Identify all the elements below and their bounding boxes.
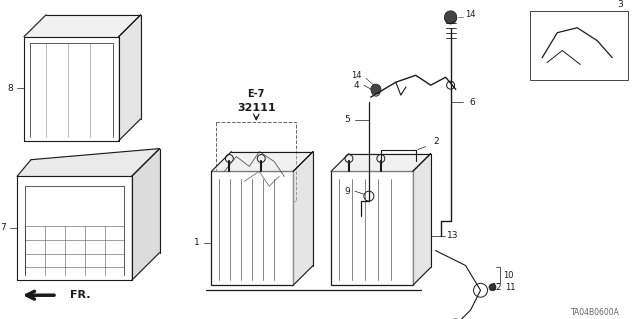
- Polygon shape: [132, 149, 159, 280]
- Text: 11: 11: [505, 283, 516, 292]
- Polygon shape: [24, 15, 141, 37]
- Text: 6: 6: [470, 98, 476, 107]
- Circle shape: [371, 84, 381, 94]
- Text: 14: 14: [465, 10, 476, 19]
- Text: 9: 9: [344, 187, 350, 196]
- Bar: [211, 171, 293, 285]
- Polygon shape: [331, 153, 431, 171]
- Text: 2: 2: [433, 137, 438, 146]
- Text: FR.: FR.: [70, 290, 90, 300]
- Text: 14: 14: [351, 71, 361, 80]
- Text: TA04B0600A: TA04B0600A: [571, 308, 620, 316]
- Circle shape: [445, 12, 456, 24]
- Bar: [531, 11, 628, 80]
- Text: 7: 7: [0, 223, 6, 232]
- Text: 5: 5: [344, 115, 350, 124]
- Text: 32111: 32111: [237, 103, 276, 113]
- Polygon shape: [293, 152, 313, 285]
- Text: 13: 13: [447, 231, 458, 240]
- Text: 10: 10: [503, 271, 514, 280]
- Text: 3: 3: [617, 0, 623, 10]
- Circle shape: [489, 284, 496, 291]
- Text: 12: 12: [492, 283, 502, 292]
- Bar: [216, 122, 296, 201]
- Circle shape: [445, 11, 456, 23]
- Bar: [331, 171, 413, 285]
- Polygon shape: [17, 149, 159, 176]
- Polygon shape: [118, 15, 141, 141]
- Text: 1: 1: [193, 238, 199, 247]
- Polygon shape: [211, 152, 313, 171]
- Text: 4: 4: [353, 81, 359, 90]
- Text: E-7: E-7: [248, 89, 265, 99]
- Polygon shape: [413, 153, 431, 285]
- Text: 8: 8: [7, 84, 13, 93]
